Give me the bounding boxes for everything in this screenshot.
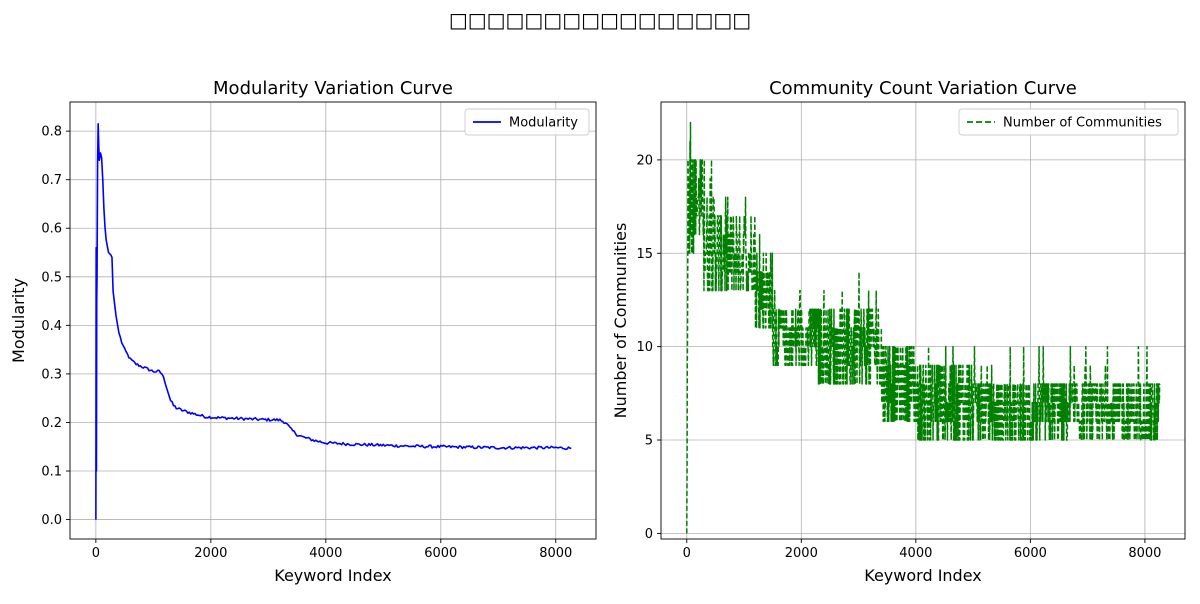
legend: Modularity: [464, 108, 590, 136]
legend-label: Number of Communities: [1003, 116, 1162, 131]
legend-label: Modularity: [509, 116, 578, 131]
chart-1: 0 2000 4000 6000 8000 0.0 0.1 0.2 0.3 0.4 0.5 0.6 0.…: [9, 78, 597, 585]
x-tick-label: 4000: [309, 546, 342, 561]
y-tick-label: 0.6: [41, 222, 62, 237]
x-axis-label: Keyword Index: [864, 566, 981, 585]
figure-suptitle: □□□□□□□□□□□□□□□□: [448, 8, 752, 32]
plot-area: [95, 123, 572, 520]
legend-box: [464, 108, 590, 136]
axes-frame: [69, 101, 597, 540]
y-tick-label: 0.5: [41, 270, 62, 285]
plot-area: [686, 121, 1161, 534]
x-tick-label: 4000: [899, 546, 932, 561]
x-tick-label: 6000: [424, 546, 457, 561]
y-tick-label: 0.7: [41, 173, 62, 188]
chart-title: Community Count Variation Curve: [769, 78, 1077, 99]
y-tick-label: 20: [636, 153, 653, 168]
legend-box: [958, 108, 1179, 136]
y-axis-label: Number of Communities: [611, 223, 630, 419]
x-tick-label: 0: [92, 546, 100, 561]
y-tick-label: 10: [636, 340, 653, 355]
y-tick-label: 0.1: [41, 465, 62, 480]
x-tick-label: 6000: [1014, 546, 1047, 561]
series-line-1: [95, 123, 572, 520]
x-tick-label: 8000: [539, 546, 572, 561]
x-axis-label: Keyword Index: [274, 566, 391, 585]
y-axis-label: Modularity: [9, 278, 28, 363]
y-tick-label: 0.2: [41, 416, 62, 431]
y-tick-label: 0.0: [41, 513, 62, 528]
series-line-1: [686, 121, 1161, 534]
x-tick-label: 2000: [194, 546, 227, 561]
legend: Number of Communities: [958, 108, 1179, 136]
y-tick-label: 5: [645, 434, 653, 449]
x-tick-label: 8000: [1128, 546, 1161, 561]
y-tick-label: 0.8: [41, 125, 62, 140]
y-tick-label: 15: [636, 247, 653, 262]
x-tick-label: 0: [683, 546, 691, 561]
y-tick-label: 0: [645, 527, 653, 542]
chart-title: Modularity Variation Curve: [213, 78, 453, 99]
y-tick-label: 0.3: [41, 367, 62, 382]
x-tick-label: 2000: [785, 546, 818, 561]
chart-2: 0 2000 4000 6000 8000 0 5 10 15 20 Community Count…: [611, 78, 1186, 585]
axes-frame: [660, 101, 1186, 540]
y-tick-label: 0.4: [41, 319, 62, 334]
